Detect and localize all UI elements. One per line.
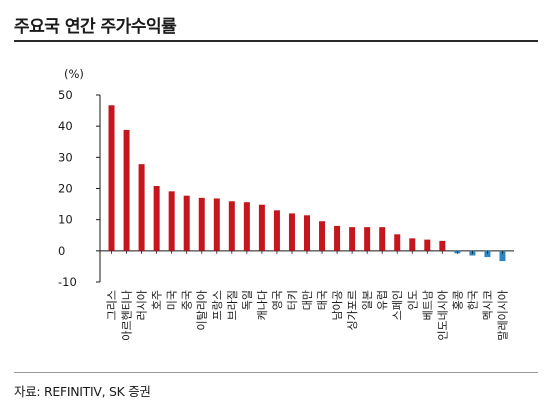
x-category-label: 멕시코 — [481, 290, 494, 320]
bar-스페인 — [394, 234, 401, 251]
x-category-label: 스페인 — [391, 290, 404, 320]
y-tick-label: 10 — [58, 213, 73, 227]
x-category-label: 베트남 — [421, 290, 434, 320]
bar-유럽 — [379, 227, 386, 251]
x-category-label: 아르헨티나 — [121, 290, 134, 341]
bar-태국 — [319, 221, 326, 251]
bar-인도네시아 — [439, 240, 446, 251]
y-tick-label: 20 — [58, 182, 73, 196]
source-note: 자료: REFINITIV, SK 증권 — [14, 384, 151, 399]
bar-브라질 — [228, 201, 235, 251]
x-category-label: 남아공 — [331, 290, 344, 320]
bar-이탈리아 — [198, 197, 205, 251]
bar-독일 — [243, 202, 250, 251]
x-category-label: 호주 — [151, 290, 164, 310]
x-category-label: 한국 — [466, 290, 479, 310]
bar-chart: (%) 50 40 30 20 10 0 -10 그리스 아르헨티나 러시아 호주 미국 중국 이탈리아 프… — [58, 67, 514, 341]
x-category-label: 러시아 — [136, 290, 149, 320]
x-category-label: 이탈리아 — [196, 290, 209, 330]
bar-대만 — [304, 215, 310, 251]
x-category-label: 미국 — [166, 290, 179, 310]
x-category-label: 일본 — [360, 290, 374, 310]
bar-캐나다 — [258, 204, 265, 251]
x-category-label: 캐나다 — [256, 290, 269, 320]
x-category-label: 독일 — [240, 290, 254, 310]
chart-title: 주요국 연간 주가수익률 — [14, 17, 177, 37]
bar-터키 — [288, 213, 295, 251]
y-tick-label: 40 — [58, 119, 73, 133]
bar-러시아 — [138, 164, 145, 251]
x-category-label: 프랑스 — [211, 290, 224, 320]
bars — [108, 105, 506, 262]
bar-멕시코 — [484, 250, 491, 258]
bar-프랑스 — [213, 198, 220, 251]
y-tick-label: -10 — [58, 275, 77, 289]
x-axis-labels: 그리스 아르헨티나 러시아 호주 미국 중국 이탈리아 프랑스 브라질 독일 캐나다 영국 터키 대만 태국… — [106, 250, 509, 341]
bar-미국 — [168, 191, 175, 251]
source-divider — [14, 372, 538, 373]
y-unit-label: (%) — [64, 67, 84, 81]
x-category-label: 중국 — [181, 290, 194, 310]
y-tick-label: 50 — [58, 88, 73, 102]
bar-베트남 — [424, 239, 431, 251]
x-category-label: 싱가포르 — [346, 290, 359, 330]
x-category-label: 말레이시아 — [496, 290, 509, 341]
x-category-label: 터키 — [286, 290, 299, 310]
x-category-label: 영국 — [271, 290, 284, 310]
x-category-label: 태국 — [316, 290, 329, 310]
x-category-label: 그리스 — [106, 290, 119, 320]
y-axis: (%) 50 40 30 20 10 0 -10 — [58, 67, 514, 289]
y-tick-label: 30 — [58, 150, 73, 164]
x-category-label: 대만 — [301, 290, 314, 310]
x-category-label: 인도 — [406, 290, 419, 310]
title-divider — [14, 40, 538, 42]
bar-싱가포르 — [349, 227, 356, 251]
x-category-label: 홍콩 — [450, 290, 464, 310]
y-tick-label: 0 — [58, 244, 65, 258]
bar-영국 — [273, 210, 280, 251]
bar-호주 — [153, 186, 160, 251]
x-category-label: 유럽 — [375, 290, 389, 310]
bar-말레이시아 — [499, 250, 506, 262]
x-category-label: 브라질 — [226, 290, 239, 320]
bar-인도 — [409, 238, 416, 251]
bar-일본 — [364, 227, 371, 251]
bar-아르헨티나 — [123, 129, 130, 251]
bar-중국 — [183, 195, 190, 251]
x-category-label: 인도네시아 — [436, 290, 449, 341]
bar-남아공 — [334, 225, 341, 251]
bar-그리스 — [108, 105, 115, 251]
